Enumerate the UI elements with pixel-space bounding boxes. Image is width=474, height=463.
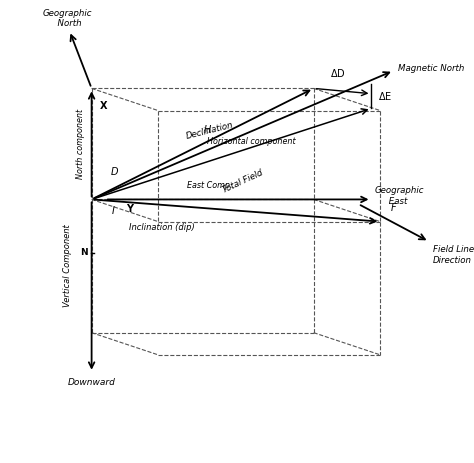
Text: Inclination (dip): Inclination (dip)	[129, 223, 195, 232]
Text: N: N	[81, 248, 88, 257]
Text: $\Delta$E: $\Delta$E	[378, 90, 392, 102]
Text: D: D	[111, 167, 118, 177]
Text: Magnetic North: Magnetic North	[398, 64, 465, 73]
Text: I: I	[111, 206, 114, 216]
Text: Geographic
     East: Geographic East	[375, 186, 425, 206]
Text: Vertical Component: Vertical Component	[63, 225, 72, 307]
Text: Downward: Downward	[68, 378, 116, 387]
Text: H: H	[203, 125, 211, 135]
Text: $\Delta$D: $\Delta$D	[330, 67, 346, 79]
Text: Horizontal component: Horizontal component	[207, 137, 296, 146]
Text: Field Line
Direction: Field Line Direction	[433, 245, 474, 264]
Text: Declination: Declination	[185, 120, 234, 141]
Text: X: X	[100, 101, 107, 111]
Text: Total Field: Total Field	[221, 169, 264, 195]
Text: Y: Y	[126, 204, 133, 214]
Text: East Comp.: East Comp.	[187, 181, 232, 190]
Text: North component: North component	[76, 109, 85, 179]
Text: Geographic
  North: Geographic North	[43, 9, 92, 28]
Text: F: F	[391, 203, 396, 213]
